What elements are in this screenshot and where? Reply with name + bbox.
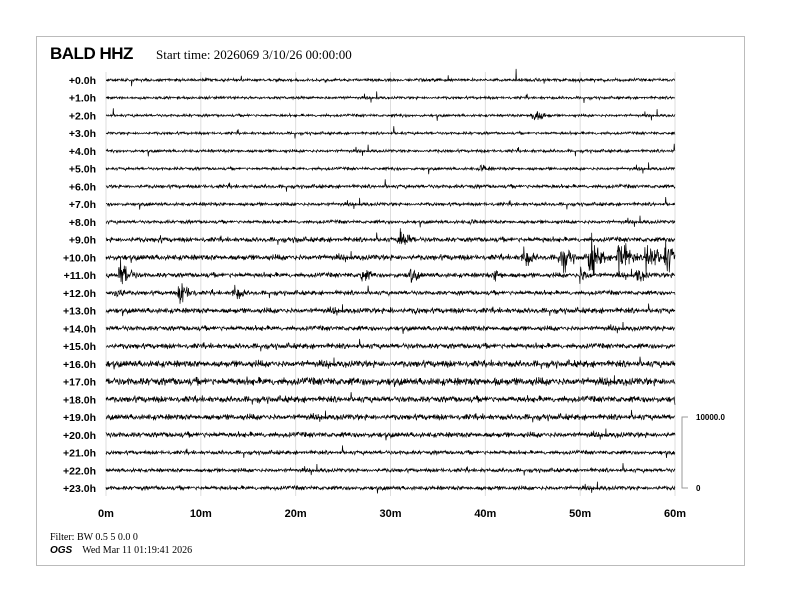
- row-label: +20.0h: [63, 430, 96, 442]
- row-label: +18.0h: [63, 394, 96, 406]
- row-label: +10.0h: [63, 252, 96, 264]
- trace-row: [105, 303, 676, 317]
- trace-row: [106, 196, 676, 210]
- row-label: +17.0h: [63, 377, 96, 389]
- agency-logo: OGS: [50, 545, 73, 556]
- row-label: +6.0h: [69, 181, 96, 193]
- row-label: +9.0h: [69, 235, 96, 247]
- row-label: +23.0h: [63, 483, 96, 495]
- footer-line: OGS Wed Mar 11 01:19:41 2026: [50, 545, 192, 556]
- row-label: +1.0h: [69, 93, 96, 105]
- x-tick-label: 40m: [474, 508, 496, 520]
- x-tick-label: 20m: [285, 508, 307, 520]
- plot-frame: [36, 36, 745, 566]
- start-time: Start time: 2026069 3/10/26 00:00:00: [156, 47, 352, 62]
- scale-bracket: [681, 416, 688, 489]
- x-tick-label: 0m: [98, 508, 114, 520]
- trace-row: [105, 228, 676, 245]
- x-tick-label: 50m: [569, 508, 591, 520]
- row-label: +11.0h: [64, 270, 96, 282]
- trace-row: [105, 338, 676, 352]
- scale-bottom-label: 0: [696, 484, 701, 493]
- row-label: +0.0h: [69, 75, 96, 87]
- row-label: +2.0h: [69, 110, 96, 122]
- row-label: +3.0h: [69, 128, 96, 140]
- scale-top-label: 10000.0: [696, 413, 725, 422]
- row-label: +4.0h: [69, 146, 96, 158]
- trace-row: [105, 215, 676, 228]
- trace-row: [105, 283, 676, 304]
- x-tick-label: 10m: [190, 508, 212, 520]
- row-label: +7.0h: [69, 199, 96, 211]
- trace-row: [106, 68, 676, 87]
- trace-row: [105, 445, 676, 459]
- trace-row: [105, 143, 676, 157]
- trace-row: [105, 126, 676, 139]
- row-label: +15.0h: [63, 341, 96, 353]
- row-label: +21.0h: [63, 448, 96, 460]
- trace-row: [105, 321, 676, 334]
- trace-row: [105, 232, 676, 278]
- trace-row: [105, 162, 676, 175]
- filter-text: Filter: BW 0.5 5 0.0 0: [50, 532, 138, 543]
- trace-row: [105, 428, 676, 441]
- trace-row: [105, 409, 676, 423]
- station-title: BALD HHZ: [50, 44, 133, 63]
- x-tick-label: 60m: [664, 508, 686, 520]
- row-label: +14.0h: [63, 323, 96, 335]
- trace-row: [105, 179, 676, 192]
- row-label: +12.0h: [63, 288, 96, 300]
- generated-time: Wed Mar 11 01:19:41 2026: [82, 545, 193, 556]
- trace-row: [105, 91, 676, 104]
- trace-row: [105, 108, 676, 121]
- row-label: +22.0h: [63, 465, 96, 477]
- x-tick-label: 30m: [379, 508, 401, 520]
- row-label: +19.0h: [63, 412, 96, 424]
- trace-row: [105, 356, 676, 370]
- row-label: +13.0h: [63, 306, 96, 318]
- row-label: +5.0h: [69, 164, 96, 176]
- trace-row: [105, 375, 676, 388]
- trace-row: [105, 392, 676, 405]
- trace-row: [105, 481, 676, 494]
- trace-row: [105, 257, 676, 285]
- row-label: +8.0h: [69, 217, 96, 229]
- row-label: +16.0h: [63, 359, 96, 371]
- trace-row: [105, 463, 676, 476]
